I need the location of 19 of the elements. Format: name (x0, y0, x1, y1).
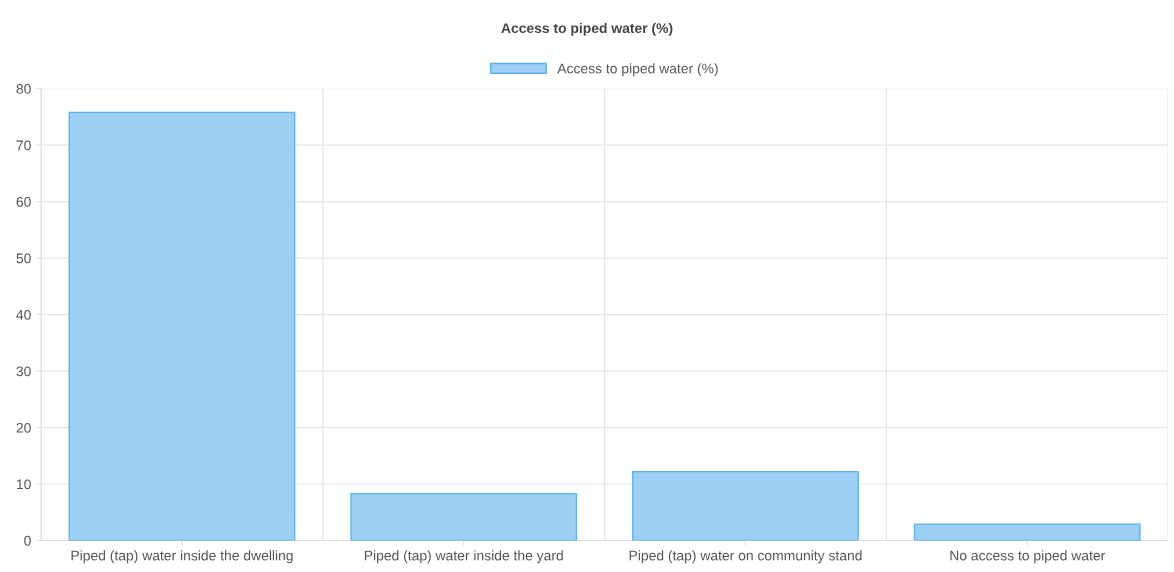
bar (632, 470, 859, 541)
x-tick-label: Piped (tap) water on community stand (629, 550, 862, 564)
bar (350, 492, 578, 541)
bar (68, 111, 296, 541)
y-tick-label: 40 (16, 309, 31, 320)
y-tick-label: 10 (16, 479, 31, 490)
legend-label: Access to piped water (%) (557, 63, 718, 77)
y-tick-label: 70 (16, 140, 31, 151)
x-tick-label: No access to piped water (950, 550, 1105, 564)
y-tick-label: 20 (16, 422, 31, 433)
chart-title: Access to piped water (%) (501, 22, 673, 36)
y-tick-label: 0 (24, 535, 31, 546)
y-tick-label: 60 (16, 196, 31, 207)
y-tick-label: 80 (16, 83, 31, 94)
y-tick-label: 30 (16, 366, 31, 377)
y-tick-label: 50 (16, 253, 31, 264)
x-tick-label: Piped (tap) water inside the dwelling (71, 550, 293, 564)
bar (913, 523, 1141, 541)
x-tick-label: Piped (tap) water inside the yard (364, 550, 563, 564)
